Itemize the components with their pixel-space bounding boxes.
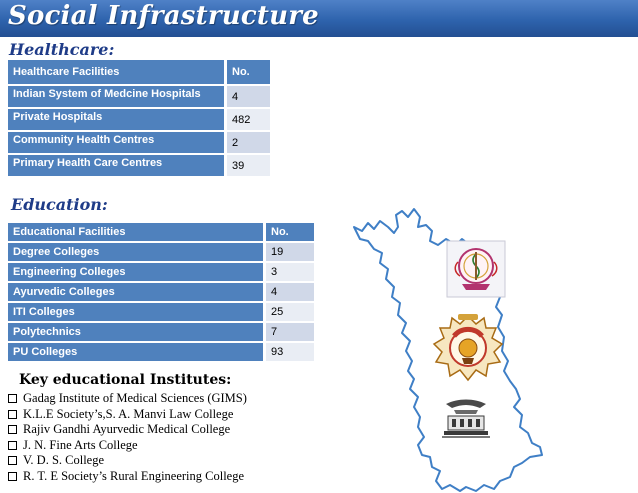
column-header-facilities: Healthcare Facilities bbox=[8, 60, 227, 84]
list-item: K.L.E Society’s,S. A. Manvi Law College bbox=[8, 407, 247, 423]
facility-count: 4 bbox=[266, 283, 314, 301]
table-row: Ayurvedic Colleges 4 bbox=[8, 283, 314, 301]
checkbox-bullet-icon bbox=[8, 471, 17, 481]
lingayat-education-society-logo bbox=[432, 314, 504, 382]
checkbox-bullet-icon bbox=[8, 456, 17, 466]
column-header-facilities: Educational Facilities bbox=[8, 223, 266, 241]
checkbox-bullet-icon bbox=[8, 394, 17, 403]
facility-count: 4 bbox=[227, 86, 270, 107]
facility-name: Indian System of Medcine Hospitals bbox=[8, 86, 227, 107]
facility-name: ITI Colleges bbox=[8, 303, 266, 321]
medical-emblem-logo bbox=[446, 240, 506, 298]
facility-name: Polytechnics bbox=[8, 323, 266, 341]
table-header-row: Educational Facilities No. bbox=[8, 223, 314, 241]
table-row: Community Health Centres 2 bbox=[8, 132, 270, 153]
facility-name: PU Colleges bbox=[8, 343, 266, 361]
education-table: Educational Facilities No. Degree Colleg… bbox=[8, 221, 314, 363]
table-row: PU Colleges 93 bbox=[8, 343, 314, 361]
facility-name: Community Health Centres bbox=[8, 132, 227, 153]
checkbox-bullet-icon bbox=[8, 425, 17, 435]
facility-count: 482 bbox=[227, 109, 270, 130]
table-row: Polytechnics 7 bbox=[8, 323, 314, 341]
institute-name: J. N. Fine Arts College bbox=[23, 437, 138, 452]
facility-count: 39 bbox=[227, 155, 270, 176]
table-header-row: Healthcare Facilities No. bbox=[8, 60, 270, 84]
list-item: Rajiv Gandhi Ayurvedic Medical College bbox=[8, 422, 247, 438]
facility-count: 3 bbox=[266, 263, 314, 281]
education-heading: Education: bbox=[11, 195, 108, 214]
facility-count: 93 bbox=[266, 343, 314, 361]
college-building-logo bbox=[440, 396, 492, 440]
table-row: Indian System of Medcine Hospitals 4 bbox=[8, 86, 270, 107]
list-item: V. D. S. College bbox=[8, 453, 247, 469]
table-row: ITI Colleges 25 bbox=[8, 303, 314, 321]
institute-name: Gadag Institute of Medical Sciences (GIM… bbox=[23, 391, 247, 405]
healthcare-heading: Healthcare: bbox=[9, 40, 115, 59]
facility-name: Degree Colleges bbox=[8, 243, 266, 261]
checkbox-bullet-icon bbox=[8, 409, 17, 419]
institute-name: V. D. S. College bbox=[23, 453, 105, 468]
key-institutes-title: Key educational Institutes: bbox=[19, 372, 232, 388]
list-item: R. T. E Society’s Rural Engineering Coll… bbox=[8, 469, 247, 485]
table-row: Engineering Colleges 3 bbox=[8, 263, 314, 281]
list-item: J. N. Fine Arts College bbox=[8, 438, 247, 454]
healthcare-table: Healthcare Facilities No. Indian System … bbox=[8, 58, 270, 178]
facility-count: 25 bbox=[266, 303, 314, 321]
table-row: Degree Colleges 19 bbox=[8, 243, 314, 261]
facility-count: 2 bbox=[227, 132, 270, 153]
checkbox-bullet-icon bbox=[8, 440, 17, 450]
facility-name: Ayurvedic Colleges bbox=[8, 283, 266, 301]
institute-name: Rajiv Gandhi Ayurvedic Medical College bbox=[23, 422, 231, 437]
facility-name: Private Hospitals bbox=[8, 109, 227, 130]
page-title: Social Infrastructure bbox=[8, 1, 319, 31]
title-bar: Social Infrastructure bbox=[0, 0, 638, 37]
district-map-outline-icon bbox=[344, 205, 548, 493]
facility-name: Engineering Colleges bbox=[8, 263, 266, 281]
institute-name: K.L.E Society’s,S. A. Manvi Law College bbox=[23, 406, 234, 421]
facility-name: Primary Health Care Centres bbox=[8, 155, 227, 176]
table-row: Private Hospitals 482 bbox=[8, 109, 270, 130]
institute-name: R. T. E Society’s Rural Engineering Coll… bbox=[23, 468, 245, 483]
institutes-list: Gadag Institute of Medical Sciences (GIM… bbox=[8, 391, 247, 485]
column-header-count: No. bbox=[266, 223, 314, 241]
list-item: Gadag Institute of Medical Sciences (GIM… bbox=[8, 391, 247, 407]
facility-count: 7 bbox=[266, 323, 314, 341]
table-row: Primary Health Care Centres 39 bbox=[8, 155, 270, 176]
column-header-count: No. bbox=[227, 60, 270, 84]
facility-count: 19 bbox=[266, 243, 314, 261]
